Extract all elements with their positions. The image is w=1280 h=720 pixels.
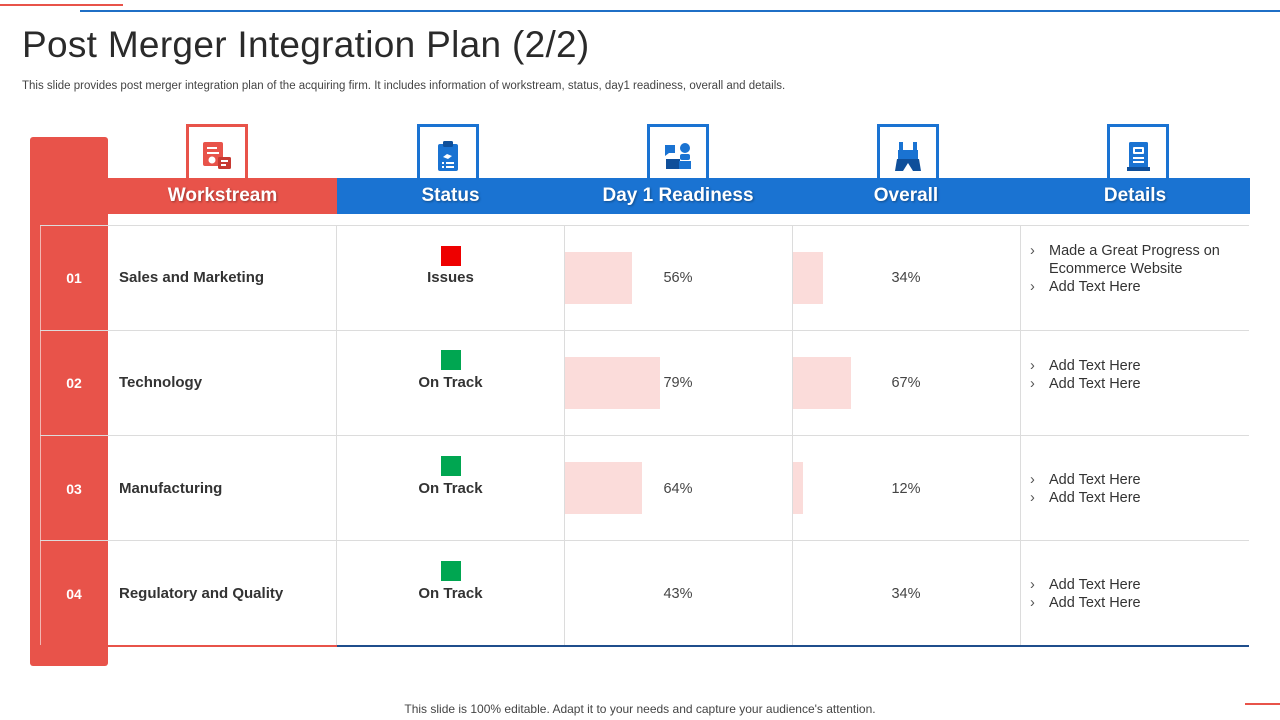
details-item: Add Text Here [1030,357,1245,375]
status-label: On Track [418,374,483,391]
table-bottom-border-blue [337,645,1249,647]
day1-readiness-value: 79% [663,375,693,391]
column-divider [564,225,565,645]
overall-icon-box [877,124,939,184]
footer-note: This slide is 100% editable. Adapt it to… [404,702,876,716]
table-bottom-border-red [40,645,337,647]
header-workstream: Workstream [108,178,337,214]
details-icon-box [1107,124,1169,184]
row-divider [40,225,1249,226]
overall-value: 12% [891,481,921,497]
overall-value: 34% [891,270,921,286]
overalls-icon [895,141,921,171]
details-list: Add Text Here Add Text Here [1030,576,1245,612]
details-item: Add Text Here [1030,489,1245,507]
header-day1-readiness: Day 1 Readiness [564,178,792,214]
status-label: On Track [418,480,483,497]
top-accent-red [0,4,123,6]
page-subtitle: This slide provides post merger integrat… [22,80,786,92]
row-number: 03 [66,481,82,497]
row-number: 04 [66,586,82,602]
workstream-icon-box [186,124,248,184]
workstream-name: Manufacturing [119,480,223,497]
overall-bar [793,462,803,514]
day1-readiness-bar [565,357,660,409]
document-icon [1127,141,1150,171]
overall-bar [793,252,823,304]
overall-value: 67% [891,375,921,391]
day1-icon-box [647,124,709,184]
overall-value: 34% [891,586,921,602]
row-divider [40,435,1249,436]
workstream-name: Technology [119,374,203,391]
day1-readiness-value: 43% [663,586,693,602]
status-icon-box [417,124,479,184]
details-item: Add Text Here [1030,278,1245,296]
status-indicator-on-track [441,350,461,370]
row-divider [40,330,1249,331]
header-details: Details [1020,178,1250,214]
overall-bar [793,357,851,409]
status-label: Issues [427,269,474,286]
details-item: Add Text Here [1030,375,1245,393]
top-accent-blue [80,10,1280,12]
workstream-name: Regulatory and Quality [119,585,284,602]
delivery-icon [665,142,691,169]
status-indicator-on-track [441,561,461,581]
row-number: 02 [66,375,82,391]
clipboard-icon [438,140,458,171]
day1-readiness-bar [565,462,642,514]
column-divider [336,225,337,645]
column-divider [1020,225,1021,645]
row-number: 01 [66,270,82,286]
status-indicator-on-track [441,456,461,476]
details-item: Add Text Here [1030,471,1245,489]
details-item: Add Text Here [1030,576,1245,594]
workstream-name: Sales and Marketing [119,269,265,286]
day1-readiness-value: 56% [663,270,693,286]
bottom-accent-red [1245,703,1280,705]
details-item: Made a Great Progress on Ecommerce Websi… [1030,242,1245,278]
workstream-icon [203,141,231,169]
day1-readiness-value: 64% [663,481,693,497]
header-status: Status [337,178,564,214]
details-list: Made a Great Progress on Ecommerce Websi… [1030,242,1245,296]
details-item: Add Text Here [1030,594,1245,612]
details-list: Add Text Here Add Text Here [1030,357,1245,393]
status-indicator-issues [441,246,461,266]
header-overall: Overall [792,178,1020,214]
day1-readiness-bar [565,252,632,304]
page-title: Post Merger Integration Plan (2/2) [22,24,590,65]
status-label: On Track [418,585,483,602]
details-list: Add Text Here Add Text Here [1030,471,1245,507]
column-divider [792,225,793,645]
row-divider [40,540,1249,541]
